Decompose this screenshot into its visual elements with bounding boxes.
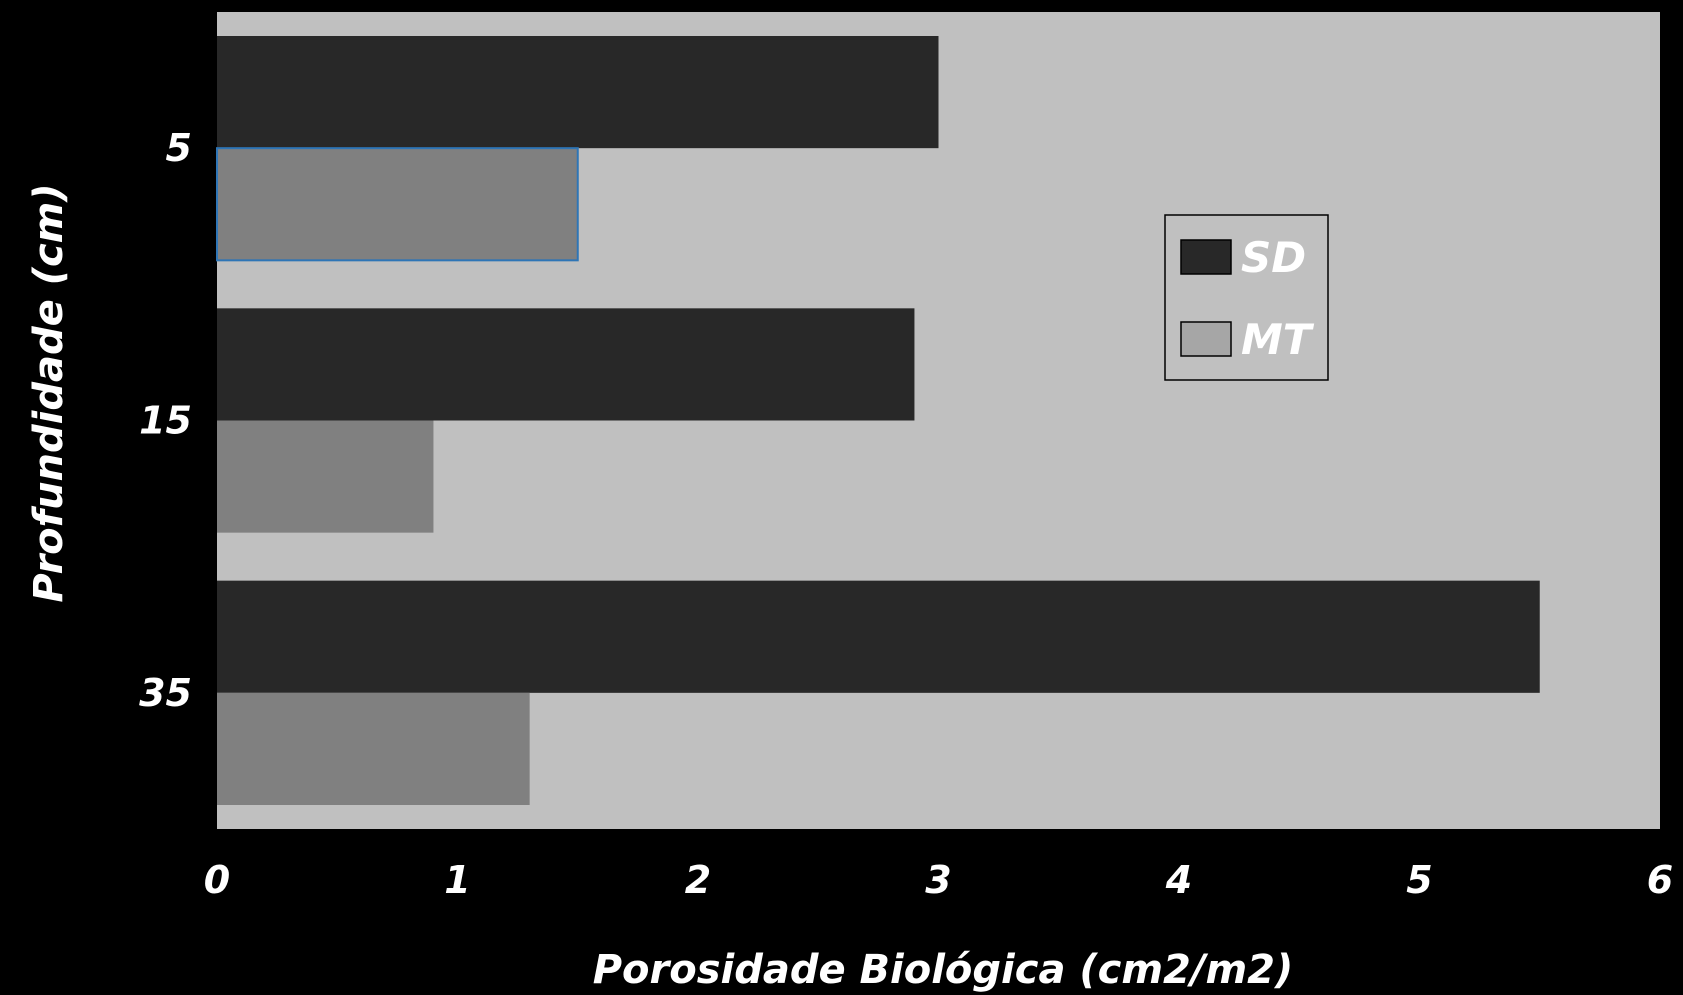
x-axis-title: Porosidade Biológica (cm2/m2)	[593, 947, 1294, 993]
legend-box	[1164, 214, 1329, 381]
bar-sd-35	[217, 580, 1540, 693]
bar-mt-35	[217, 692, 530, 805]
bar-mt-15	[217, 420, 434, 533]
y-axis-ticks: 5 15 35	[139, 126, 192, 715]
x-tick-label: 1	[444, 858, 470, 902]
y-tick-label: 5	[166, 126, 192, 170]
x-tick-label: 6	[1647, 858, 1673, 902]
bar-mt-5	[216, 147, 579, 262]
bar-sd-15	[217, 308, 915, 421]
y-tick-label: 35	[139, 671, 192, 715]
legend-swatch-mt	[1180, 321, 1232, 357]
legend-label-mt: MT	[1241, 315, 1315, 364]
legend-swatch-sd	[1180, 239, 1232, 275]
x-tick-label: 5	[1406, 858, 1432, 902]
x-axis-ticks: 0 1 2 3 4 5 6	[204, 858, 1673, 902]
x-tick-label: 2	[685, 858, 711, 902]
legend: SD MT	[1164, 214, 1329, 381]
bar-sd-5	[217, 36, 939, 149]
legend-label-sd: SD	[1241, 233, 1306, 282]
x-tick-label: 0	[204, 858, 230, 902]
y-tick-label: 15	[139, 399, 192, 443]
y-axis-title: Profundidade (cm)	[26, 183, 72, 602]
x-tick-label: 3	[925, 858, 951, 902]
bars-group	[216, 36, 1540, 805]
x-tick-label: 4	[1165, 858, 1192, 902]
